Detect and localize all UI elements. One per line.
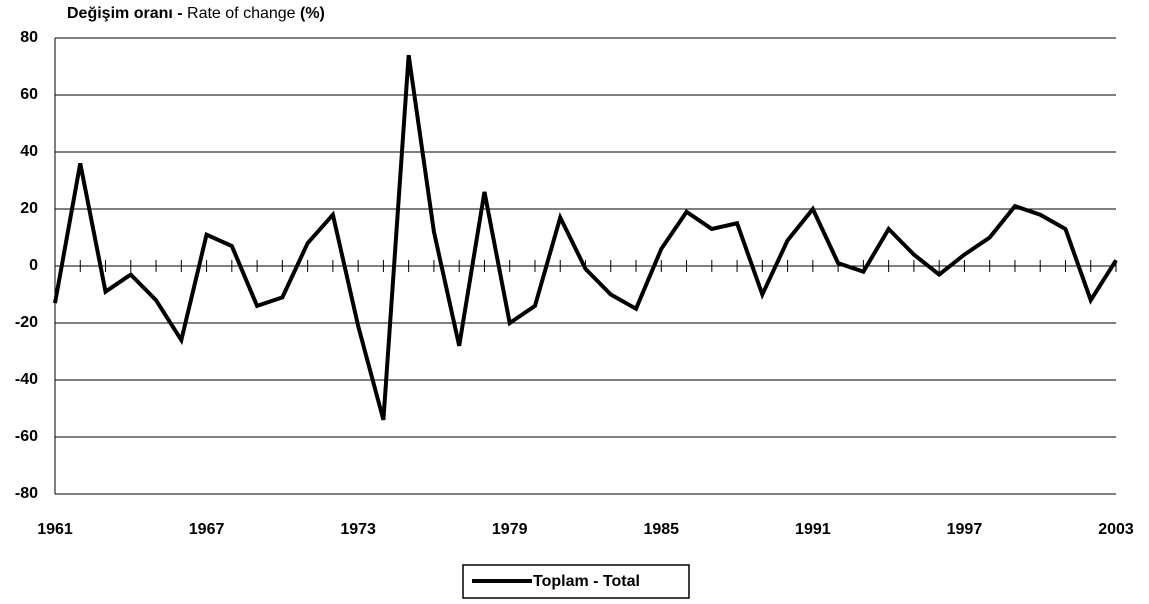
title-part: (%) [300, 5, 325, 22]
y-tick-label: -40 [15, 371, 38, 388]
title-part: Rate of change [187, 5, 300, 22]
x-tick-label: 1967 [189, 521, 225, 538]
y-tick-label: 40 [20, 143, 38, 160]
y-tick-label: 80 [20, 29, 38, 46]
y-tick-label: -20 [15, 314, 38, 331]
x-tick-label: 1985 [643, 521, 679, 538]
y-tick-label: -60 [15, 428, 38, 445]
y-tick-label: -80 [15, 485, 38, 502]
y-tick-label: 60 [20, 86, 38, 103]
x-tick-label: 1979 [492, 521, 528, 538]
x-tick-label: 1991 [795, 521, 831, 538]
title-part: Değişim oranı - [67, 5, 187, 22]
legend: Toplam - Total [462, 564, 690, 599]
legend-label: Toplam - Total [533, 573, 640, 590]
x-tick-label: 1973 [340, 521, 376, 538]
x-tick-label: 1997 [947, 521, 983, 538]
y-tick-label: 0 [29, 257, 38, 274]
line-series [53, 54, 1118, 421]
x-tick-label: 1961 [37, 521, 73, 538]
y-tick-label: 20 [20, 200, 38, 217]
chart-title: Değişim oranı - Rate of change (%) [67, 5, 325, 22]
x-tick-label: 2003 [1098, 521, 1134, 538]
